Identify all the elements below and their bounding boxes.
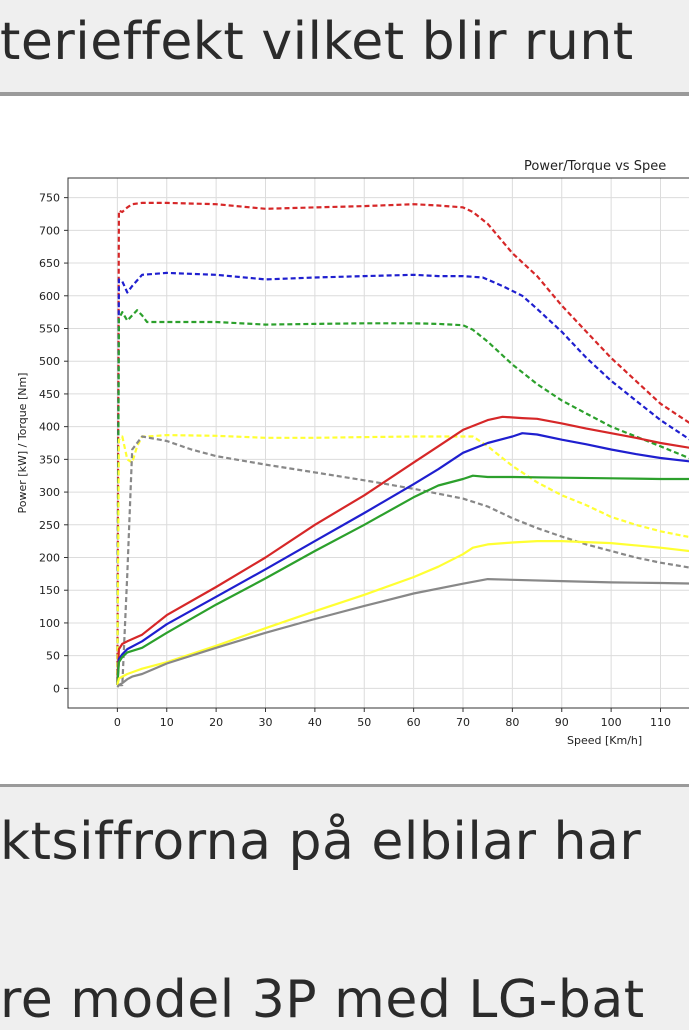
y-tick-label: 150 bbox=[39, 584, 60, 597]
torque-series-line bbox=[116, 434, 689, 676]
divider-bottom bbox=[0, 784, 689, 787]
power-series-line bbox=[116, 474, 689, 686]
y-tick-label: 700 bbox=[39, 224, 60, 237]
power-series-line bbox=[116, 540, 689, 686]
x-tick-label: 90 bbox=[555, 716, 569, 729]
y-tick-label: 300 bbox=[39, 486, 60, 499]
x-tick-label: 110 bbox=[650, 716, 671, 729]
y-tick-label: 0 bbox=[53, 682, 60, 695]
y-tick-label: 50 bbox=[46, 650, 60, 663]
y-tick-label: 750 bbox=[39, 192, 60, 205]
x-tick-label: 100 bbox=[601, 716, 622, 729]
x-tick-label: 30 bbox=[259, 716, 273, 729]
y-tick-label: 450 bbox=[39, 388, 60, 401]
power-series-line bbox=[116, 432, 689, 686]
slide-text-line-1: ktsiffrorna på elbilar har bbox=[0, 812, 642, 872]
x-tick-label: 10 bbox=[160, 716, 174, 729]
x-tick-label: 40 bbox=[308, 716, 322, 729]
y-tick-label: 550 bbox=[39, 322, 60, 335]
power-torque-chart: 0 10 20 30 40 50 60 70 80 90 100 110 0 50 100 150 200 250… bbox=[16, 159, 689, 747]
slide-text-top: terieffekt vilket blir runt bbox=[0, 12, 634, 72]
y-axis-label: Power [kW] / Torque [Nm] bbox=[16, 373, 29, 514]
torque-series-line bbox=[116, 309, 689, 676]
y-tick-label: 400 bbox=[39, 421, 60, 434]
x-tick-label: 70 bbox=[456, 716, 470, 729]
y-tick-label: 600 bbox=[39, 290, 60, 303]
x-tick-label: 0 bbox=[114, 716, 121, 729]
power-series-line bbox=[116, 415, 689, 686]
y-tick-label: 200 bbox=[39, 552, 60, 565]
torque-series-line bbox=[116, 271, 689, 676]
x-tick-label: 80 bbox=[505, 716, 519, 729]
y-tick-label: 350 bbox=[39, 453, 60, 466]
y-tick-label: 100 bbox=[39, 617, 60, 630]
power-series-line bbox=[116, 578, 689, 688]
slide-text-line-2: re model 3P med LG-bat bbox=[0, 970, 645, 1030]
torque-series-line bbox=[116, 201, 689, 682]
x-axis-label: Speed [Km/h] bbox=[567, 734, 642, 747]
torque-series-line bbox=[117, 435, 689, 687]
y-tick-label: 500 bbox=[39, 355, 60, 368]
plot-frame bbox=[67, 177, 689, 709]
divider-top bbox=[0, 92, 689, 96]
y-tick-label: 250 bbox=[39, 519, 60, 532]
x-tick-label: 20 bbox=[209, 716, 223, 729]
x-tick-label: 50 bbox=[357, 716, 371, 729]
chart-title: Power/Torque vs Spee bbox=[524, 159, 666, 174]
y-tick-label: 650 bbox=[39, 257, 60, 270]
x-tick-label: 60 bbox=[407, 716, 421, 729]
chart-panel: 0 10 20 30 40 50 60 70 80 90 100 110 0 50 100 150 200 250… bbox=[0, 96, 689, 784]
